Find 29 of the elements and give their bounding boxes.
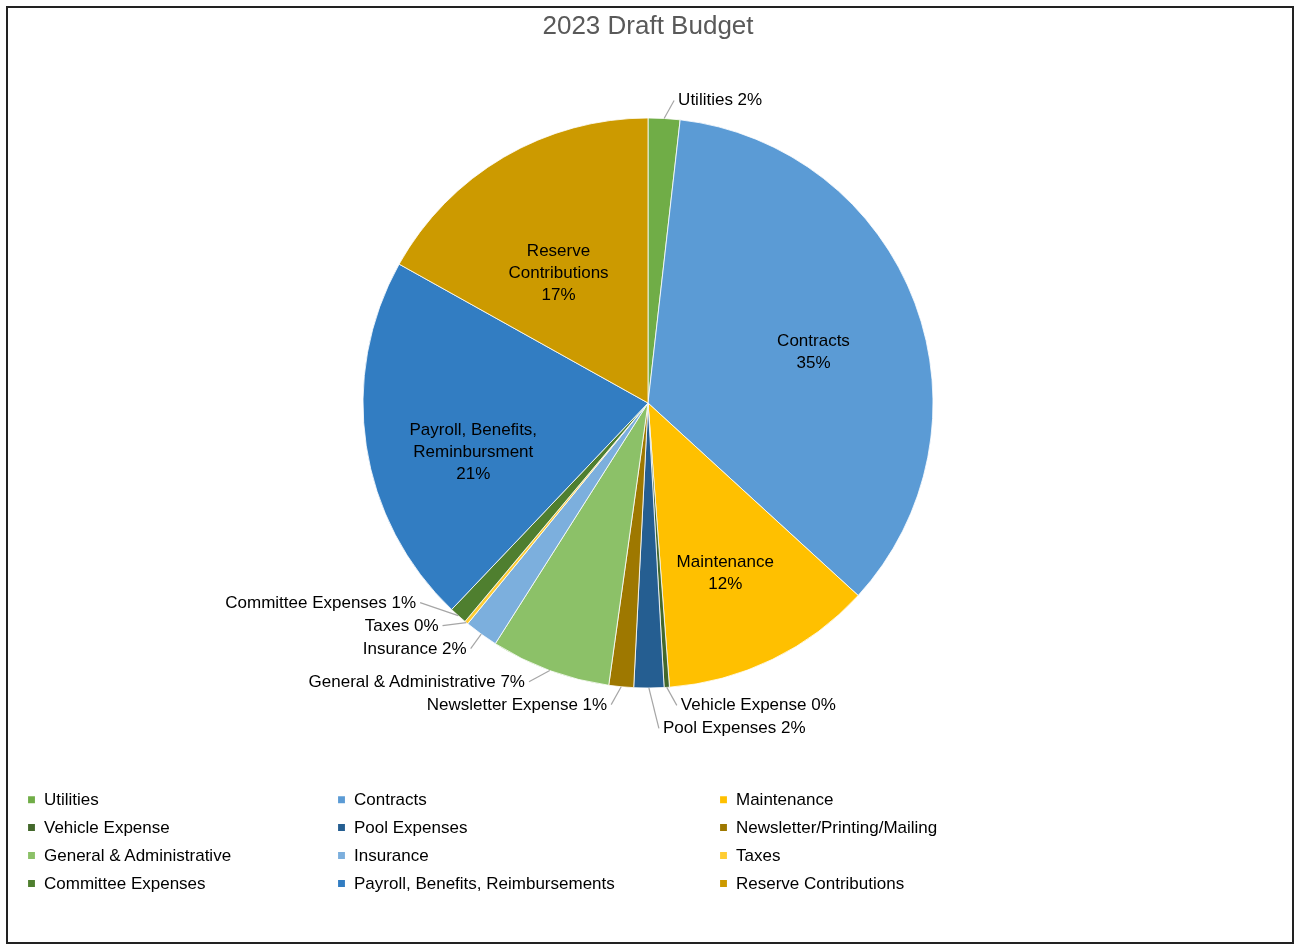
legend-label: Vehicle Expense <box>44 817 170 837</box>
legend-label: Committee Expenses <box>44 873 206 893</box>
text: Vehicle Expense 0% <box>680 695 836 715</box>
legend-label: Contracts <box>354 789 427 809</box>
text: General & Administrative 7% <box>308 671 525 691</box>
text: Newsletter Expense 1% <box>426 694 608 714</box>
text: Taxes 0% <box>364 615 439 635</box>
legend-label: Taxes <box>736 845 781 865</box>
text: Payroll, Benefits, Reminbursment <box>409 419 538 461</box>
legend-label: Newsletter/Printing/Mailing <box>736 817 938 837</box>
data-label: 21% <box>456 463 491 483</box>
legend-label: Insurance <box>354 845 429 865</box>
text: Reserve Contributions <box>508 240 609 282</box>
legend-label: Payroll, Benefits, Reimbursements <box>354 873 615 893</box>
legend-label: Reserve Contributions <box>736 873 905 893</box>
text: Committee Expenses 1% <box>225 592 417 612</box>
text: Contracts <box>777 331 850 351</box>
legend-label: Pool Expenses <box>354 817 468 837</box>
text: Maintenance <box>676 551 774 571</box>
data-label: 17% <box>541 284 576 304</box>
text: Insurance 2% <box>362 638 467 658</box>
legend-label: General & Administrative <box>44 845 232 865</box>
data-label: 35% <box>796 353 831 373</box>
chart-title: 2023 Draft Budget <box>542 10 755 40</box>
text: Utilities 2% <box>678 90 763 110</box>
legend-label: Utilities <box>44 789 99 809</box>
data-label: 12% <box>708 573 743 593</box>
text: Pool Expenses 2% <box>662 718 806 738</box>
legend-label: Maintenance <box>736 789 834 809</box>
